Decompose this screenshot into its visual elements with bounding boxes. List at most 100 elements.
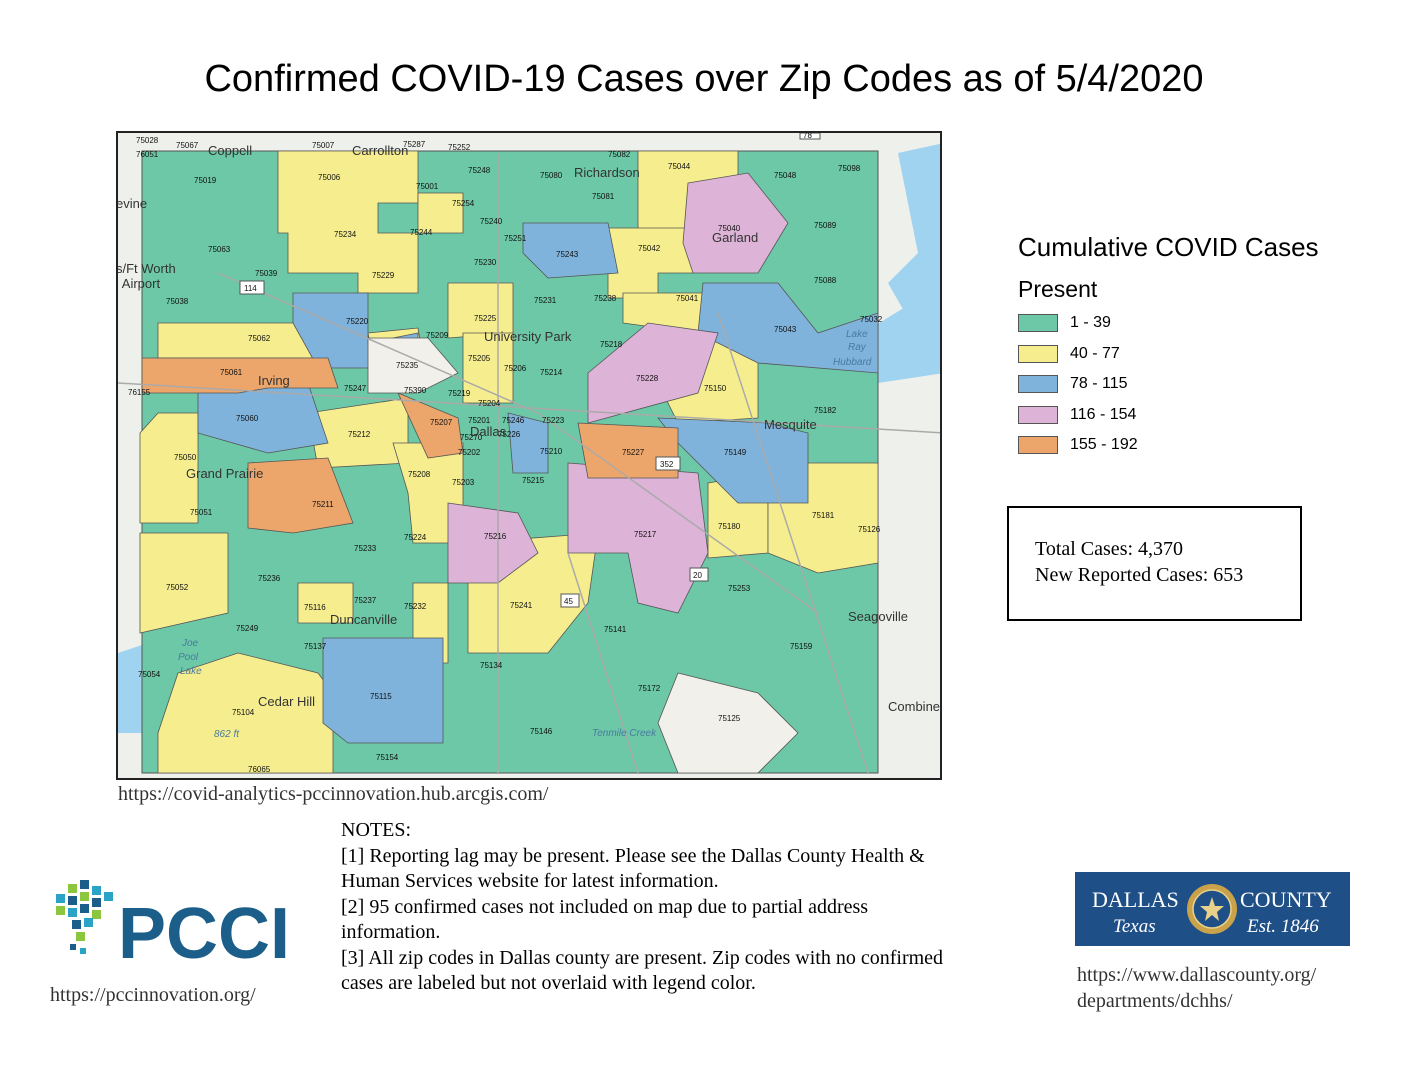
zip-label: 75088: [814, 276, 837, 285]
highway-20-label: 20: [693, 571, 702, 580]
zip-label: 75172: [638, 684, 661, 693]
zip-label: 75115: [370, 692, 392, 701]
legend-item: 78 - 115: [1018, 374, 1128, 394]
legend-item: 116 - 154: [1018, 405, 1136, 425]
water-label: Ray: [848, 342, 867, 353]
zip-label: 75249: [236, 624, 259, 633]
zip-label: 75141: [604, 625, 627, 634]
zip-label: 75209: [426, 331, 449, 340]
place-label: Richardson: [574, 165, 640, 180]
zip-label: 75210: [540, 447, 563, 456]
zip-label: 75247: [344, 384, 367, 393]
zip-code-labels: 75028 76051 75067 75007 75287 75252 75082 75044…: [128, 136, 883, 774]
zip-label: 75181: [812, 511, 835, 520]
zip-label: 75246: [502, 416, 525, 425]
legend-item: 1 - 39: [1018, 313, 1111, 333]
zip-label: 75224: [404, 533, 427, 542]
zones-78-115: [197, 222, 879, 744]
pcci-logo-text: PCCI: [118, 894, 290, 966]
zip-label: 75159: [790, 642, 813, 651]
zip-label: 75051: [190, 508, 213, 517]
dallas-county-name-left: DALLAS: [1092, 887, 1179, 912]
zip-label: 75219: [448, 389, 471, 398]
zip-label: 75202: [458, 448, 481, 457]
zip-label: 75238: [594, 294, 617, 303]
legend-label: 155 - 192: [1070, 436, 1138, 453]
zip-label: 75062: [248, 334, 271, 343]
legend-subtitle: Present: [1018, 276, 1098, 302]
dallas-county-url-line1: https://www.dallascounty.org/: [1077, 964, 1317, 986]
zip-label: 75212: [348, 430, 371, 439]
highway-352-label: 352: [660, 460, 674, 469]
zip-label: 75067: [176, 141, 199, 150]
water-label: 862 ft: [214, 729, 240, 740]
lake-ray-hubbard: [863, 285, 940, 383]
totals-box: Total Cases: 4,370 New Reported Cases: 6…: [1007, 506, 1302, 621]
zip-label: 75082: [608, 150, 631, 159]
zip-label: 75229: [372, 271, 395, 280]
water-label: Lake: [180, 666, 202, 677]
zip-label: 75180: [718, 522, 741, 531]
place-label: University Park: [484, 329, 572, 344]
pcci-link[interactable]: https://pccinnovation.org/: [50, 984, 256, 1006]
zip-label: 76051: [136, 150, 159, 159]
zip-label: 75235: [396, 361, 419, 370]
lake-ray-hubbard-north: [888, 143, 940, 332]
county-seal-icon: [1187, 884, 1237, 934]
zip-label: 75234: [334, 230, 357, 239]
zip-label: 75243: [556, 250, 579, 259]
map-source-link[interactable]: https://covid-analytics-pccinnovation.hu…: [118, 783, 549, 805]
zip-label: 75211: [312, 500, 334, 509]
zip-label: 75104: [232, 708, 255, 717]
zip-label: 75040: [718, 224, 741, 233]
zip-label: 75254: [452, 199, 475, 208]
legend-swatch: [1018, 436, 1058, 454]
place-label: Grand Prairie: [186, 466, 263, 481]
total-cases: Total Cases: 4,370: [1035, 538, 1184, 560]
zip-label: 75218: [600, 340, 623, 349]
zip-label: 75237: [354, 596, 377, 605]
zip-label: 75041: [676, 294, 699, 303]
place-label: Irving: [258, 373, 290, 388]
zip-code-map[interactable]: 75028 76051 75067 75007 75287 75252 75082 75044…: [116, 131, 942, 780]
notes-line: [2] 95 confirmed cases not included on m…: [341, 895, 869, 918]
notes-line: [1] Reporting lag may be present. Please…: [341, 844, 925, 867]
zip-label: 75019: [194, 176, 217, 185]
place-label: s/Ft Worth: [118, 261, 176, 276]
zip-label: 76065: [248, 765, 271, 774]
zip-label: 75146: [530, 727, 553, 736]
dallas-county-url-line2: departments/dchhs/: [1077, 990, 1233, 1012]
pcci-logo: PCCI: [56, 880, 290, 966]
legend-label: 78 - 115: [1070, 375, 1128, 392]
notes-line: cases are labeled but not overlaid with …: [341, 972, 756, 994]
water-label: Pool: [178, 652, 199, 663]
zip-label: 75214: [540, 368, 563, 377]
notes-line: Human Services website for latest inform…: [341, 870, 719, 892]
zip-label: 75137: [304, 642, 327, 651]
place-label: l Airport: [118, 276, 160, 291]
zip-label: 75231: [534, 296, 557, 305]
water-label: Hubbard: [833, 357, 872, 368]
zip-label: 75233: [354, 544, 377, 553]
place-label: Coppell: [208, 143, 252, 158]
notes-line: information.: [341, 921, 441, 943]
zip-label: 75116: [304, 603, 326, 612]
water-label: Joe: [181, 638, 199, 649]
dallas-county-link[interactable]: https://www.dallascounty.org/ department…: [1077, 962, 1316, 1014]
place-label: Dallas: [470, 424, 507, 439]
zip-label: 75244: [410, 228, 433, 237]
zip-label: 75126: [858, 525, 881, 534]
zip-label: 75217: [634, 530, 657, 539]
highway-45-label: 45: [564, 597, 573, 606]
zip-label: 75216: [484, 532, 507, 541]
zip-label: 75007: [312, 141, 335, 150]
zones-116-154: [447, 172, 789, 614]
dallas-county-logo: DALLAS COUNTY Texas Est. 1846: [1075, 872, 1350, 946]
zip-label: 75001: [416, 182, 439, 191]
zip-label: 75061: [220, 368, 243, 377]
highway-20-shield: [689, 567, 709, 582]
highways: [118, 153, 940, 774]
legend-swatch: [1018, 314, 1058, 332]
place-label: Seagoville: [848, 609, 908, 624]
place-label: Garland: [712, 230, 758, 245]
